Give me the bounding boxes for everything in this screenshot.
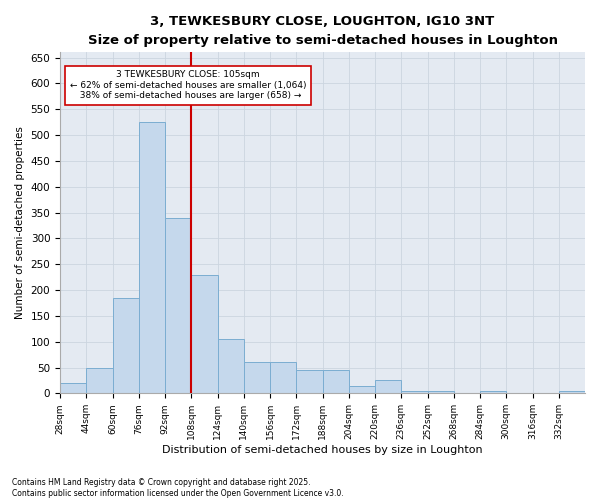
Bar <box>113 298 139 394</box>
Text: 3 TEWKESBURY CLOSE: 105sqm
← 62% of semi-detached houses are smaller (1,064)
  3: 3 TEWKESBURY CLOSE: 105sqm ← 62% of semi… <box>70 70 306 100</box>
Bar <box>480 391 506 394</box>
Bar <box>244 362 270 394</box>
X-axis label: Distribution of semi-detached houses by size in Loughton: Distribution of semi-detached houses by … <box>162 445 483 455</box>
Bar <box>401 391 428 394</box>
Bar <box>559 391 585 394</box>
Bar <box>270 362 296 394</box>
Bar <box>218 339 244 394</box>
Bar <box>323 370 349 394</box>
Title: 3, TEWKESBURY CLOSE, LOUGHTON, IG10 3NT
Size of property relative to semi-detach: 3, TEWKESBURY CLOSE, LOUGHTON, IG10 3NT … <box>88 15 557 47</box>
Bar <box>191 274 218 394</box>
Bar <box>139 122 165 394</box>
Text: Contains HM Land Registry data © Crown copyright and database right 2025.
Contai: Contains HM Land Registry data © Crown c… <box>12 478 344 498</box>
Bar <box>296 370 323 394</box>
Bar <box>375 380 401 394</box>
Bar <box>86 368 113 394</box>
Bar <box>349 386 375 394</box>
Bar <box>60 383 86 394</box>
Y-axis label: Number of semi-detached properties: Number of semi-detached properties <box>15 126 25 320</box>
Bar <box>428 391 454 394</box>
Bar <box>165 218 191 394</box>
